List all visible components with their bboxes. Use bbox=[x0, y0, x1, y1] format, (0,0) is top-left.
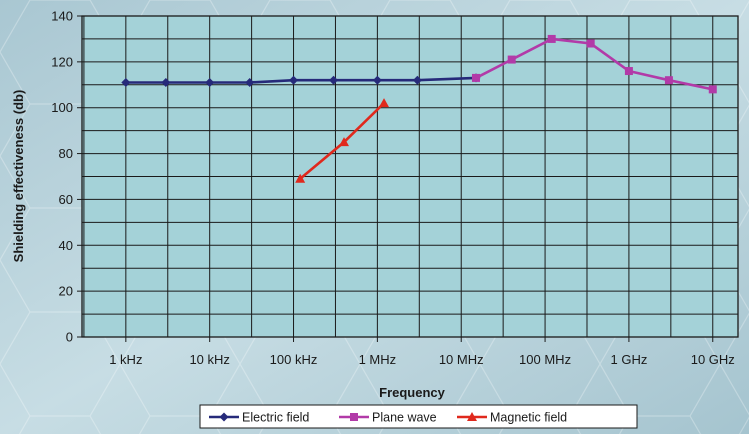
x-tick-label: 1 kHz bbox=[109, 352, 142, 367]
legend-marker-plane-wave bbox=[350, 413, 358, 421]
electric-field-point bbox=[372, 75, 382, 85]
y-axis-ticks: 0 20 40 60 80 100 120 140 bbox=[51, 9, 82, 345]
plane-wave-point bbox=[547, 34, 556, 43]
y-tick-label: 140 bbox=[51, 9, 73, 24]
x-tick-label: 100 MHz bbox=[519, 352, 571, 367]
plane-wave-point bbox=[708, 85, 717, 94]
y-tick-label: 60 bbox=[59, 192, 73, 207]
plane-wave-point bbox=[507, 55, 516, 64]
x-tick-label: 1 MHz bbox=[359, 352, 397, 367]
x-axis-title: Frequency bbox=[379, 385, 446, 400]
legend: Electric field Plane wave Magnetic field bbox=[199, 404, 638, 429]
magnetic-field-point bbox=[295, 173, 306, 183]
x-tick-label: 10 GHz bbox=[691, 352, 735, 367]
y-tick-label: 80 bbox=[59, 146, 73, 161]
electric-field-point bbox=[121, 77, 131, 87]
plane-wave-point bbox=[664, 76, 673, 85]
series-group bbox=[121, 34, 717, 183]
x-tick-label: 10 kHz bbox=[189, 352, 229, 367]
y-tick-label: 20 bbox=[59, 284, 73, 299]
legend-label-plane-wave: Plane wave bbox=[372, 411, 437, 425]
plane-wave-point bbox=[471, 73, 480, 82]
x-tick-label: 1 GHz bbox=[610, 352, 647, 367]
electric-field-point bbox=[412, 75, 422, 85]
x-tick-label: 100 kHz bbox=[270, 352, 318, 367]
electric-field-point bbox=[329, 75, 339, 85]
magnetic-field-point bbox=[379, 98, 390, 108]
legend-label-magnetic-field: Magnetic field bbox=[490, 411, 567, 425]
x-axis-ticks: 1 kHz 10 kHz 100 kHz 1 MHz 10 MHz 100 MHz 1 GH… bbox=[109, 337, 735, 367]
electric-field-point bbox=[205, 77, 215, 87]
y-axis-title: Shielding effectiveness (db) bbox=[11, 90, 26, 263]
electric-field-point bbox=[289, 75, 299, 85]
y-tick-label: 40 bbox=[59, 238, 73, 253]
legend-label-electric-field: Electric field bbox=[242, 411, 309, 425]
electric-field-point bbox=[245, 77, 255, 87]
electric-field-point bbox=[161, 77, 171, 87]
x-tick-label: 10 MHz bbox=[439, 352, 484, 367]
magnetic-field-point bbox=[339, 137, 350, 147]
legend-marker-electric-field bbox=[219, 412, 229, 422]
legend-marker-magnetic-field bbox=[467, 412, 477, 421]
plane-wave-point bbox=[586, 39, 595, 48]
grid-lines bbox=[82, 16, 738, 337]
y-tick-label: 100 bbox=[51, 100, 73, 115]
plane-wave-point bbox=[624, 67, 633, 76]
y-tick-label: 0 bbox=[66, 330, 73, 345]
y-tick-label: 120 bbox=[51, 54, 73, 69]
